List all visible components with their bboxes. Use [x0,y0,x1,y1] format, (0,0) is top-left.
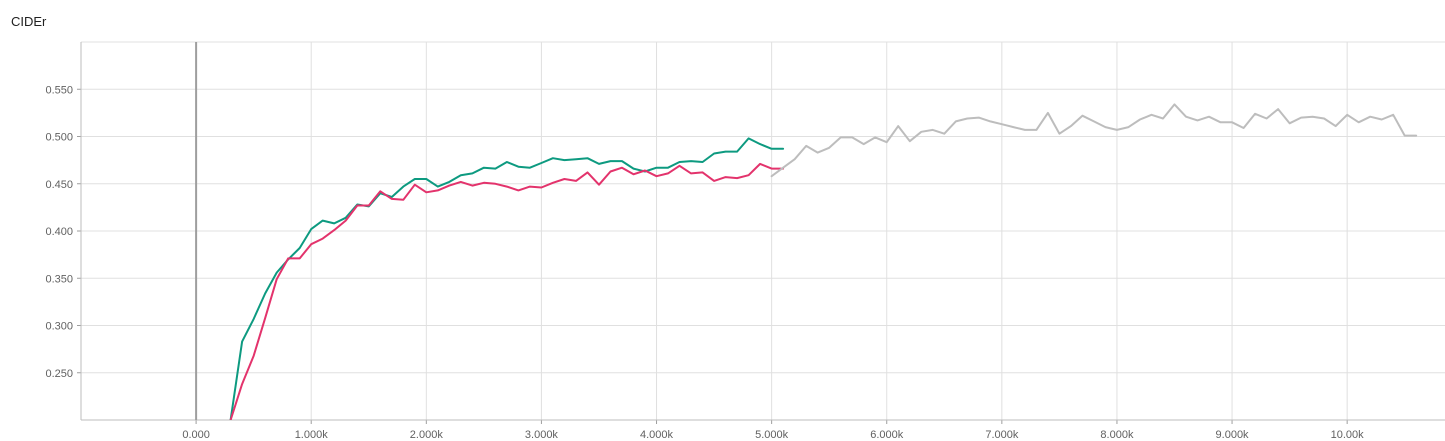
x-tick-label: 0.000 [182,429,210,441]
x-tick-label: 3.000k [525,429,559,441]
y-tick-label: 0.500 [45,132,73,144]
series-group [229,103,1418,420]
x-tick-label: 5.000k [755,429,789,441]
x-tick-label: 10.00k [1331,429,1365,441]
y-tick-label: 0.550 [45,84,73,96]
x-tick-label: 8.000k [1100,429,1134,441]
x-tick-labels: 0.000 1.000k 2.000k 3.000k 4.000k 5.000k 6.000… [182,429,1364,441]
series-line-1 [229,137,785,420]
x-tick-label: 4.000k [640,429,674,441]
series-line-3 [770,103,1418,178]
y-tick-labels: 0.250 0.300 0.350 0.400 0.450 0.500 0.550 [45,84,73,380]
axes [77,42,1445,424]
x-tick-label: 1.000k [295,429,329,441]
y-tick-label: 0.250 [45,368,73,380]
x-tick-label: 9.000k [1216,429,1250,441]
chart-title: CIDEr [11,14,47,29]
y-tick-label: 0.400 [45,226,73,238]
x-tick-label: 2.000k [410,429,444,441]
y-gridlines [81,41,1445,374]
x-tick-label: 7.000k [985,429,1019,441]
series-line-2 [229,162,785,420]
x-tick-label: 6.000k [870,429,904,441]
y-tick-label: 0.350 [45,273,73,285]
y-tick-label: 0.300 [45,321,73,333]
y-tick-label: 0.450 [45,179,73,191]
